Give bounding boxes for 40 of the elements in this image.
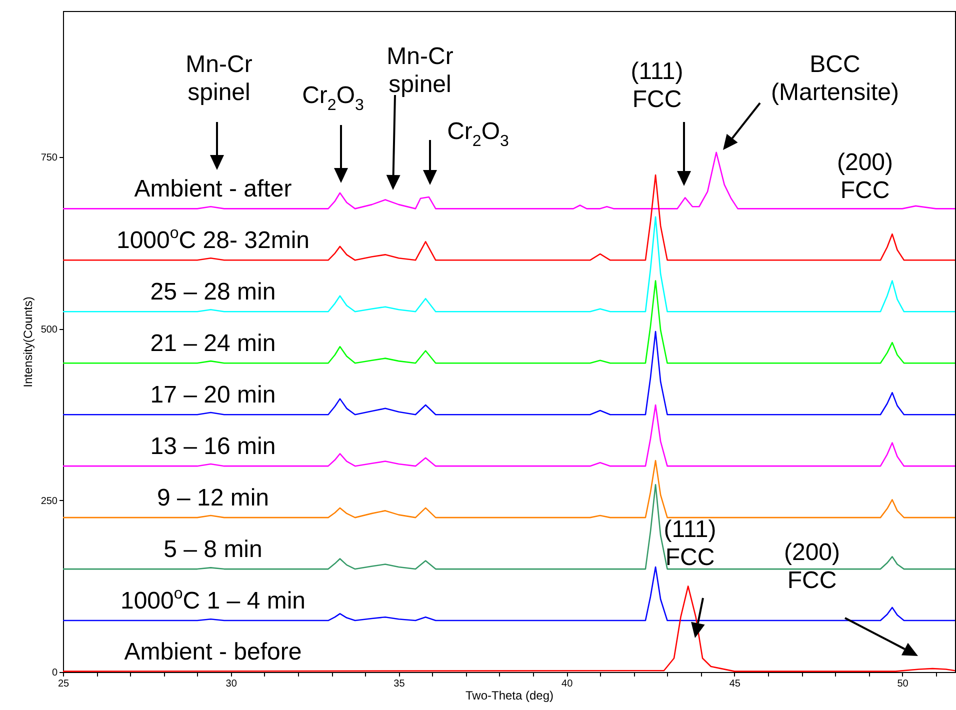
annotation: (111) FCC [664, 516, 716, 572]
series-label: 5 – 8 min [164, 536, 262, 564]
annotation: (200) FCC [784, 539, 840, 594]
line-series [63, 280, 955, 364]
series-label: 1000$^{o}$C 1 – 4 min [120, 585, 306, 615]
annotation: Mn-Cr spinel [186, 51, 252, 106]
line-series [63, 216, 955, 312]
x-axis-title: Two-Theta (deg) [465, 688, 554, 702]
y-tick-label: 0 [52, 668, 58, 678]
y-tick-label: 500 [40, 324, 58, 336]
series-label: Ambient - after [134, 176, 292, 204]
x-tick-label: 30 [226, 678, 238, 690]
y-axis-title: Intensity(Counts) [20, 296, 35, 388]
series-label: 9 – 12 min [156, 484, 270, 512]
annotation: BCC (Martensite) [770, 51, 900, 106]
line-series [63, 404, 955, 467]
x-tick-label: 35 [394, 678, 406, 690]
line-series [63, 330, 955, 416]
series-label: 17 – 20 min [150, 382, 276, 409]
x-tick-label: 25 [58, 678, 70, 690]
line-series [63, 174, 955, 261]
annotation: (111) FCC [630, 58, 684, 114]
x-tick-label: 40 [562, 678, 574, 690]
line-series [63, 460, 955, 518]
series-label: 13 – 16 min [150, 433, 276, 460]
series-label: Ambient - before [124, 638, 302, 666]
x-tick-label: 50 [897, 678, 909, 690]
annotation: Cr$_{2}$O$_{3}$ [447, 118, 509, 150]
series-label: 21 – 24 min [150, 330, 276, 358]
series-label: 1000$^{o}$C 28- 32min [116, 224, 310, 255]
y-tick-label: 250 [40, 496, 58, 507]
line-series [63, 484, 955, 570]
annotation: (200) FCC [836, 149, 894, 204]
series-label: 25 – 28 min [150, 278, 276, 306]
annotation: Cr$_{2}$O$_{3}$ [302, 82, 364, 114]
line-series [63, 566, 955, 622]
y-tick-label: 750 [40, 152, 58, 164]
annotation: Mn-Cr spinel [386, 43, 454, 98]
x-tick-label: 45 [729, 678, 741, 690]
line-series [63, 152, 955, 210]
